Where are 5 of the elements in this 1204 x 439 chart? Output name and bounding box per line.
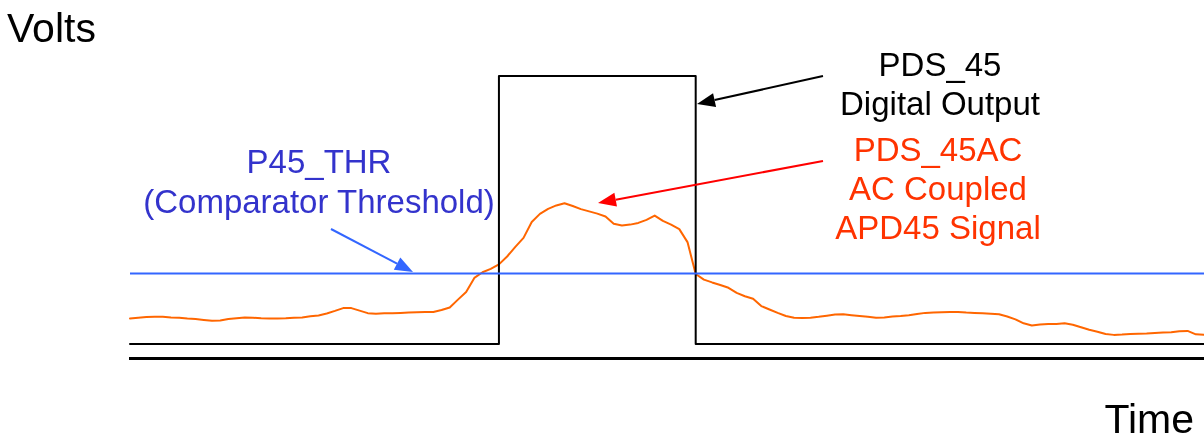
x-axis-title: Time (1104, 396, 1194, 439)
y-axis-title: Volts (7, 5, 96, 51)
text: PDS_45AC AC Coupled APD45 Signal (835, 131, 1041, 246)
text: PDS_45 Digital Output (840, 46, 1040, 122)
ref-line-label: P45_THR (Comparator Threshold) (143, 143, 495, 220)
